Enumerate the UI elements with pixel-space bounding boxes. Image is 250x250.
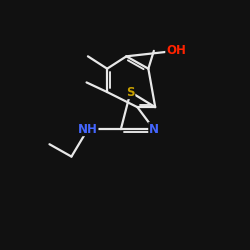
Text: NH: NH	[78, 122, 98, 136]
Text: N: N	[149, 122, 159, 136]
Text: OH: OH	[166, 44, 186, 57]
Text: S: S	[126, 86, 135, 98]
